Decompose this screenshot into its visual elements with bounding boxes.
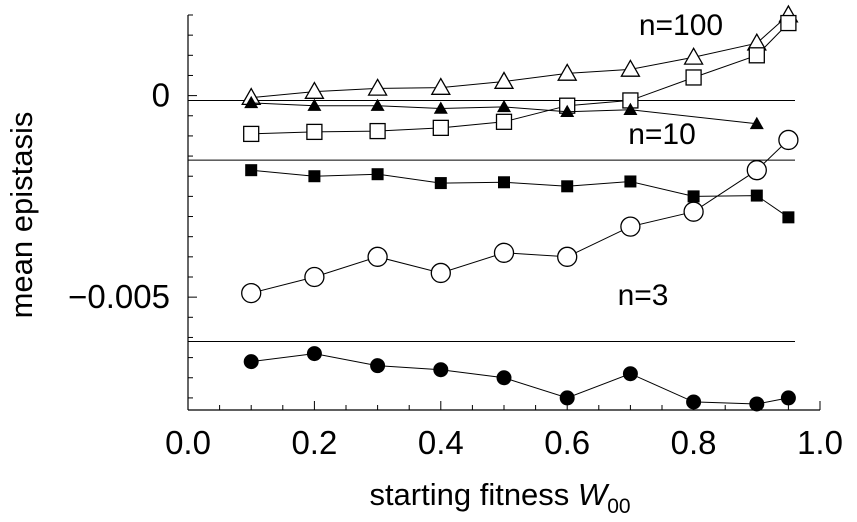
x-tick-label: 0.4 xyxy=(418,424,464,461)
data-point-square xyxy=(434,177,447,190)
data-point-square xyxy=(495,113,513,130)
data-point-square xyxy=(748,47,765,64)
data-point-circle xyxy=(370,358,386,374)
data-point-circle xyxy=(778,129,799,151)
series-line xyxy=(251,353,789,405)
data-point-triangle xyxy=(620,59,641,77)
data-point-square xyxy=(371,168,384,181)
series-line xyxy=(251,169,789,218)
axes: 0.0 0.2 0.4 0.6 0.8 1.0 0 −0.005 xyxy=(68,14,843,461)
data-point-square xyxy=(685,69,702,86)
data-point-circle xyxy=(559,390,575,406)
data-point-circle xyxy=(557,246,578,267)
series-line xyxy=(251,14,789,99)
data-point-circle xyxy=(683,201,704,222)
series-circle-open xyxy=(241,129,799,304)
data-point-square xyxy=(432,119,449,137)
data-point-square xyxy=(498,176,510,189)
data-point-triangle xyxy=(433,101,448,114)
data-point-circle xyxy=(746,160,767,181)
data-point-circle xyxy=(433,362,449,378)
data-point-square xyxy=(245,164,258,177)
data-point-square xyxy=(369,122,386,140)
data-point-square xyxy=(782,211,795,224)
series-line xyxy=(251,139,789,294)
data-point-square xyxy=(306,123,323,141)
data-point-triangle xyxy=(430,77,451,95)
annotation-label: n=10 xyxy=(628,118,696,151)
y-axis-title: mean epistasis xyxy=(4,112,39,319)
data-point-circle xyxy=(304,266,325,288)
data-point-triangle xyxy=(623,102,638,115)
annotation-label: n=3 xyxy=(618,279,669,312)
data-point-triangle xyxy=(493,71,515,89)
data-point-square xyxy=(780,14,797,32)
data-point-circle xyxy=(243,354,259,370)
data-point-circle xyxy=(620,216,641,237)
data-point-circle xyxy=(496,370,512,386)
plot-area xyxy=(188,99,795,342)
data-point-triangle xyxy=(683,46,704,65)
x-tick-label: 0.2 xyxy=(291,424,337,461)
data-point-circle xyxy=(241,282,262,304)
data-point-triangle xyxy=(244,95,259,109)
x-axis-title-main: starting fitness xyxy=(369,477,577,512)
data-point-triangle xyxy=(307,98,322,111)
data-point-circle xyxy=(493,242,515,263)
x-axis-title-sub: 00 xyxy=(607,495,630,518)
x-axis-title: starting fitness W00 xyxy=(369,477,630,518)
series-line xyxy=(251,22,789,135)
x-tick-label: 0.6 xyxy=(544,424,590,461)
data-point-triangle xyxy=(370,98,385,111)
data-point-square xyxy=(687,190,700,203)
data-point-circle xyxy=(780,390,796,406)
annotation-label: n=100 xyxy=(639,9,723,42)
data-point-circle xyxy=(367,246,388,267)
data-point-square xyxy=(308,170,321,183)
data-point-triangle xyxy=(749,116,764,130)
y-tick-label: −0.005 xyxy=(68,278,170,315)
data-point-square xyxy=(243,125,260,143)
x-axis-title-var: W xyxy=(578,477,610,512)
data-point-square xyxy=(561,180,574,193)
data-point-square xyxy=(750,189,763,202)
data-point-triangle xyxy=(560,104,575,117)
series-line xyxy=(251,102,757,125)
y-tick-label: 0 xyxy=(152,77,170,114)
series-triangle-filled xyxy=(244,95,764,130)
data-point-circle xyxy=(622,366,638,382)
x-tick-label: 0.0 xyxy=(165,424,211,461)
x-tick-label: 0.8 xyxy=(671,424,717,461)
data-point-square xyxy=(624,175,637,188)
data-point-circle xyxy=(686,394,702,410)
data-point-triangle xyxy=(497,99,511,113)
x-tick-label: 1.0 xyxy=(797,424,843,461)
annotations: n=100 n=10 n=3 xyxy=(618,9,723,312)
data-point-circle xyxy=(306,346,322,362)
data-point-circle xyxy=(749,396,765,412)
series-circle-filled xyxy=(243,346,796,412)
data-point-circle xyxy=(430,262,451,284)
data-point-triangle xyxy=(304,81,325,99)
data-series xyxy=(241,4,799,412)
series-square-filled xyxy=(245,164,795,224)
data-point-triangle xyxy=(557,63,578,81)
data-point-triangle xyxy=(367,78,388,96)
